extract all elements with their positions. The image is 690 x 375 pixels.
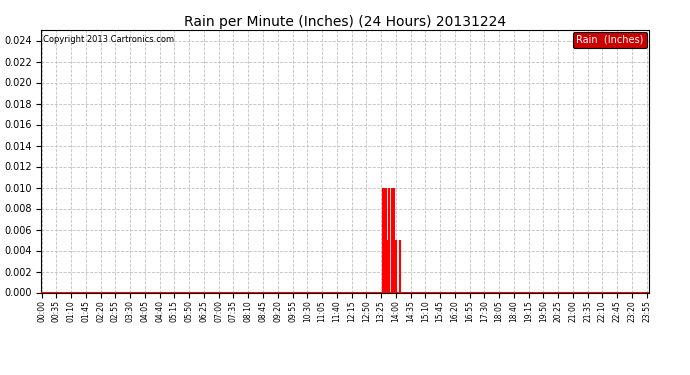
Legend: Rain  (Inches): Rain (Inches) [573,32,647,48]
Text: Copyright 2013 Cartronics.com: Copyright 2013 Cartronics.com [43,35,174,44]
Title: Rain per Minute (Inches) (24 Hours) 20131224: Rain per Minute (Inches) (24 Hours) 2013… [184,15,506,29]
